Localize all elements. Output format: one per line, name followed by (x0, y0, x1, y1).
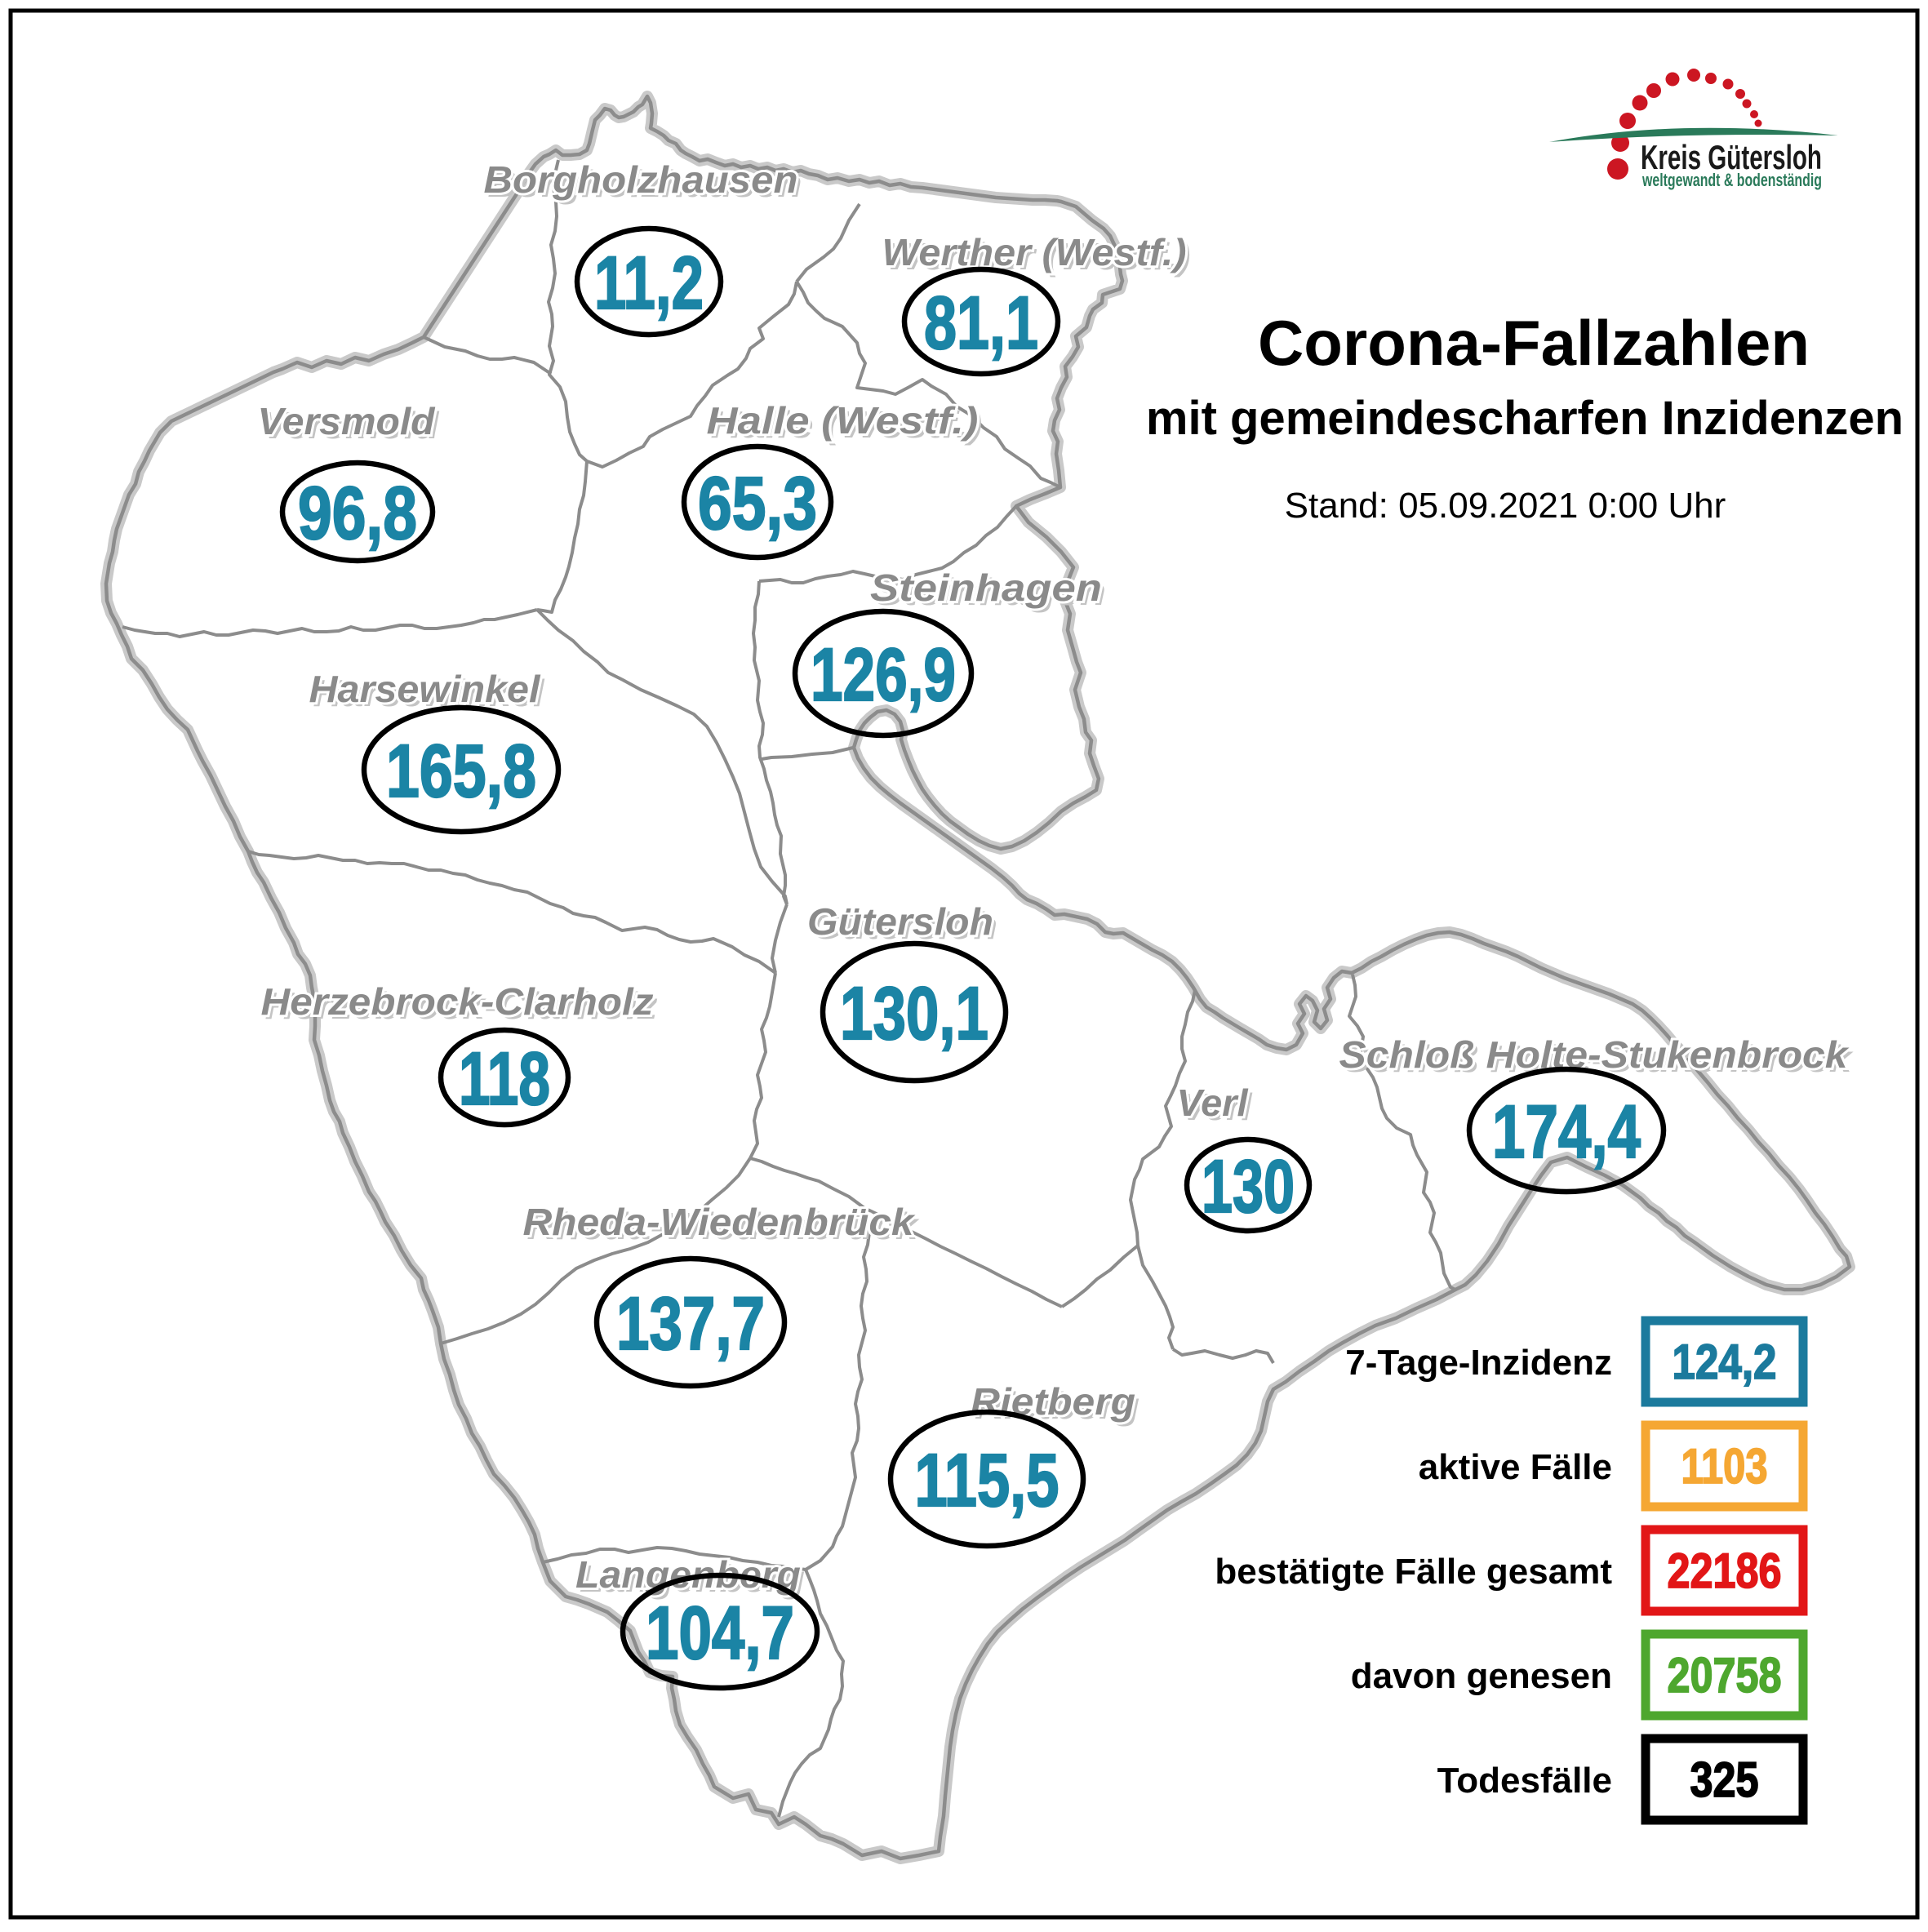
svg-text:Borgholzhausen: Borgholzhausen (484, 158, 798, 201)
svg-text:Rietberg: Rietberg (975, 1384, 1139, 1427)
svg-text:Harsewinkel: Harsewinkel (309, 668, 541, 710)
svg-text:Verl: Verl (1181, 1086, 1253, 1128)
svg-text:Steinhagen: Steinhagen (870, 566, 1102, 609)
svg-text:174,4: 174,4 (1492, 1090, 1641, 1174)
svg-text:Werther (Westf.): Werther (Westf.) (886, 235, 1191, 278)
svg-text:Gütersloh: Gütersloh (807, 900, 993, 943)
svg-text:Schloß Holte-Stukenbrock: Schloß Holte-Stukenbrock (1339, 1033, 1850, 1076)
svg-text:96,8: 96,8 (298, 472, 417, 555)
svg-text:Halle (Westf.): Halle (Westf.) (707, 399, 979, 442)
svg-text:Rheda-Wiedenbrück: Rheda-Wiedenbrück (523, 1201, 917, 1243)
svg-text:Borgholzhausen: Borgholzhausen (488, 162, 802, 205)
svg-text:davon genesen: davon genesen (1351, 1656, 1612, 1696)
svg-text:165,8: 165,8 (386, 730, 536, 813)
svg-text:Versmold: Versmold (258, 400, 436, 442)
svg-text:20758: 20758 (1668, 1648, 1782, 1703)
svg-text:weltgewandt & bodenständig: weltgewandt & bodenständig (1641, 170, 1822, 190)
svg-text:Werther (Westf.): Werther (Westf.) (882, 231, 1187, 273)
svg-text:Versmold: Versmold (258, 400, 436, 442)
svg-text:137,7: 137,7 (616, 1282, 765, 1366)
svg-text:Borgholzhausen: Borgholzhausen (484, 158, 798, 201)
svg-text:Verl: Verl (1177, 1081, 1249, 1124)
svg-text:aktive Fälle: aktive Fälle (1419, 1447, 1612, 1487)
svg-text:bestätigte Fälle gesamt: bestätigte Fälle gesamt (1215, 1552, 1612, 1592)
svg-text:22186: 22186 (1668, 1543, 1782, 1598)
svg-text:Langenberg: Langenberg (575, 1553, 801, 1596)
svg-text:Corona-Fallzahlen: Corona-Fallzahlen (1258, 307, 1810, 379)
svg-text:Stand: 05.09.2021 0:00 Uhr: Stand: 05.09.2021 0:00 Uhr (1285, 486, 1726, 526)
svg-text:124,2: 124,2 (1673, 1335, 1777, 1389)
svg-text:104,7: 104,7 (646, 1592, 794, 1675)
svg-text:115,5: 115,5 (915, 1439, 1060, 1522)
svg-text:mit gemeindescharfen Inzidenze: mit gemeindescharfen Inzidenzen (1146, 392, 1904, 445)
svg-text:Herzebrock-Clarholz: Herzebrock-Clarholz (261, 980, 654, 1023)
svg-text:Steinhagen: Steinhagen (870, 566, 1102, 609)
svg-text:Herzebrock-Clarholz: Herzebrock-Clarholz (261, 980, 654, 1023)
svg-text:126,9: 126,9 (811, 633, 956, 717)
svg-text:Steinhagen: Steinhagen (874, 571, 1106, 613)
svg-text:7-Tage-Inzidenz: 7-Tage-Inzidenz (1345, 1343, 1612, 1383)
svg-text:Herzebrock-Clarholz: Herzebrock-Clarholz (265, 984, 658, 1027)
svg-text:1103: 1103 (1681, 1439, 1768, 1494)
svg-text:130: 130 (1202, 1145, 1295, 1228)
svg-text:Rheda-Wiedenbrück: Rheda-Wiedenbrück (527, 1205, 921, 1247)
svg-text:Rheda-Wiedenbrück: Rheda-Wiedenbrück (523, 1201, 917, 1243)
svg-text:Versmold: Versmold (262, 404, 440, 446)
svg-text:118: 118 (459, 1037, 550, 1121)
svg-text:Rietberg: Rietberg (971, 1380, 1135, 1423)
svg-text:11,2: 11,2 (594, 242, 704, 325)
svg-text:Halle (Westf.): Halle (Westf.) (711, 403, 983, 446)
svg-text:Todesfälle: Todesfälle (1437, 1761, 1612, 1801)
svg-text:325: 325 (1690, 1752, 1759, 1807)
svg-text:Kreis Gütersloh: Kreis Gütersloh (1641, 138, 1822, 176)
svg-text:Rietberg: Rietberg (971, 1380, 1135, 1423)
svg-text:Verl: Verl (1177, 1081, 1249, 1124)
svg-text:81,1: 81,1 (924, 282, 1038, 365)
svg-text:Werther (Westf.): Werther (Westf.) (882, 231, 1187, 273)
svg-text:Gütersloh: Gütersloh (811, 904, 997, 947)
svg-text:Gütersloh: Gütersloh (807, 900, 993, 943)
svg-text:65,3: 65,3 (698, 462, 817, 545)
svg-text:130,1: 130,1 (840, 972, 988, 1055)
svg-text:Langenberg: Langenberg (575, 1553, 801, 1596)
svg-text:Harsewinkel: Harsewinkel (313, 672, 545, 714)
svg-text:Harsewinkel: Harsewinkel (309, 668, 541, 710)
svg-text:Halle (Westf.): Halle (Westf.) (707, 399, 979, 442)
